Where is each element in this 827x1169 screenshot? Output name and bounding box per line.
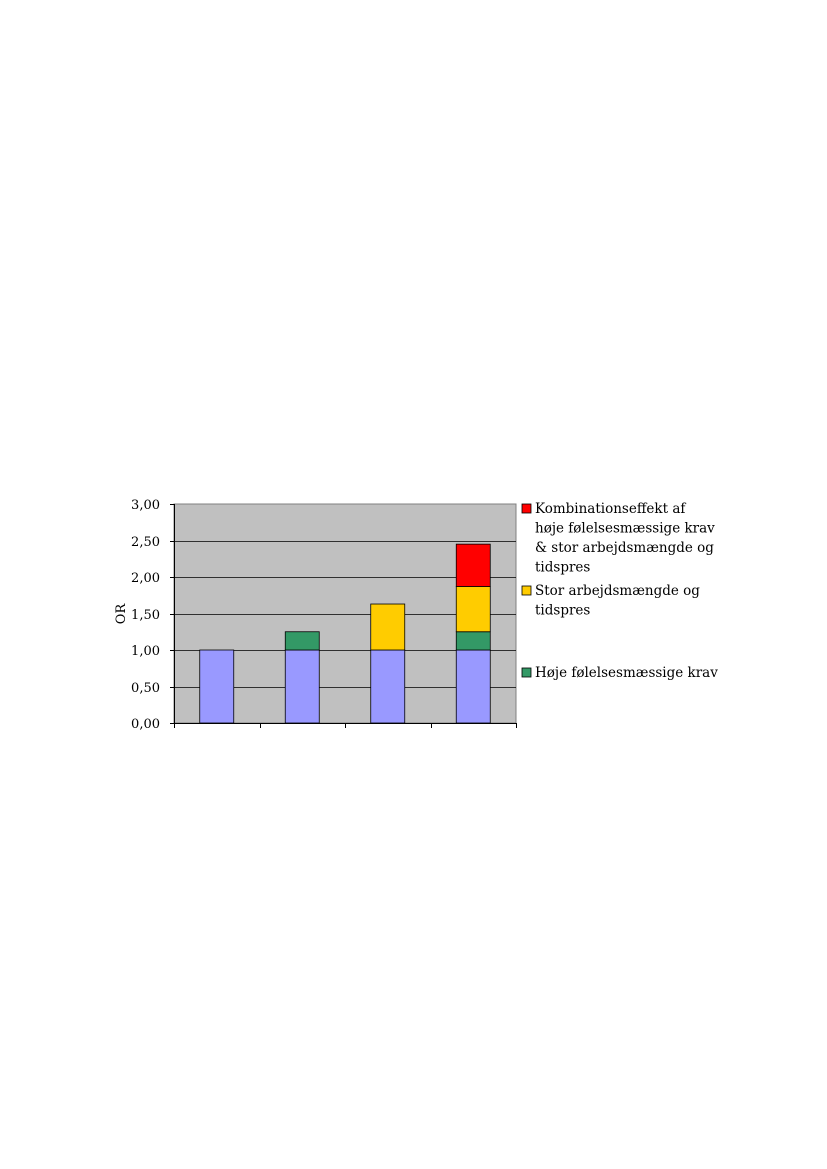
legend-label-stor: Stor arbejdsmængde og [535, 583, 700, 599]
legend-label-stor: tidspres [535, 603, 590, 619]
legend-label-hoje: Høje følelsesmæssige krav [535, 665, 718, 681]
bar-segment-stor [455, 586, 491, 633]
legend-label-komb: høje følelsesmæssige krav [535, 521, 715, 537]
bar-segment-hoje [284, 631, 320, 651]
bars [199, 543, 491, 724]
legend: Kombinationseffekt af høje følelsesmæssig… [521, 501, 718, 681]
y-tick-label: 1,50 [131, 608, 160, 623]
y-axis-label: OR [114, 603, 129, 625]
y-tick-label: 0,00 [131, 717, 160, 732]
bar-segment-komb [455, 543, 491, 587]
y-tick-label: 2,00 [131, 571, 160, 586]
bar-segment-base [455, 649, 491, 724]
bar-segment-base [199, 649, 235, 724]
legend-swatch-komb [521, 503, 532, 514]
legend-label-komb: & stor arbejdsmængde og [535, 540, 714, 556]
bar-segment-hoje [455, 631, 491, 651]
legend-swatch-stor [521, 585, 532, 596]
bar-segment-base [284, 649, 320, 724]
legend-label-komb: Kombinationseffekt af [535, 501, 686, 517]
y-tick-label: 0,50 [131, 681, 160, 696]
legend-swatch-hoje [521, 667, 532, 678]
y-tick-label: 3,00 [131, 498, 160, 513]
axes: 0,00 0,50 1,00 1,50 2,00 2,50 3,00 [131, 498, 517, 732]
y-tick-label: 1,00 [131, 644, 160, 659]
legend-label-komb: tidspres [535, 560, 590, 576]
bar-segment-stor [370, 603, 406, 651]
bar-segment-base [370, 649, 406, 724]
y-tick-label: 2,50 [131, 535, 160, 550]
